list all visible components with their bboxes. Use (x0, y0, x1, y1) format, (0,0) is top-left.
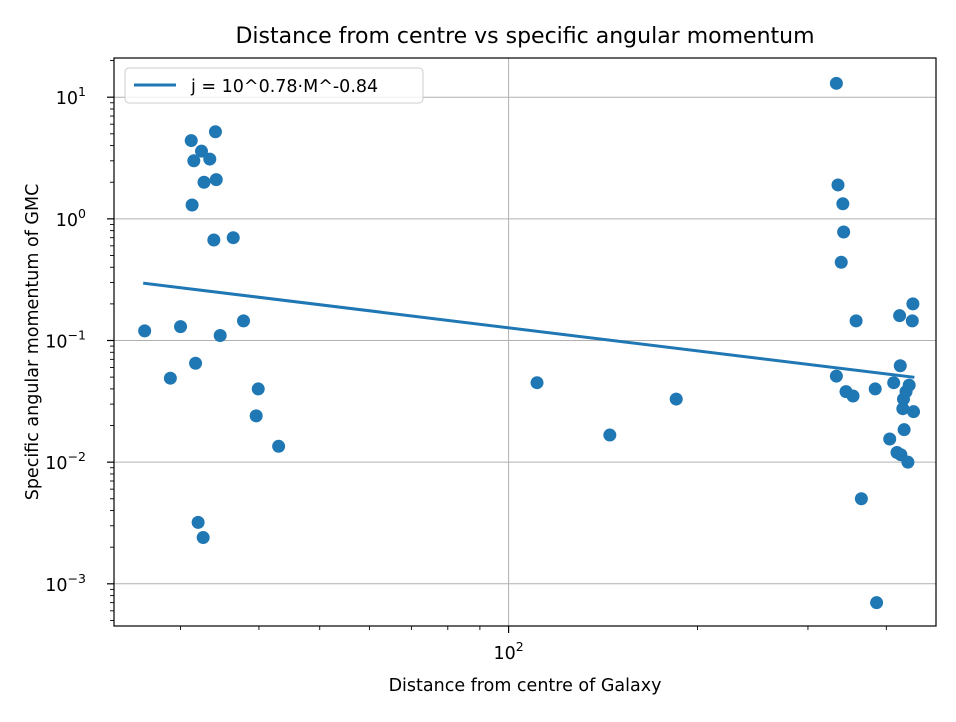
data-point (251, 382, 265, 396)
legend: j = 10^0.78·M^-0.84 (124, 67, 424, 104)
scatter-markers (138, 76, 921, 610)
data-point (174, 320, 188, 334)
y-tick-label: 10−2 (45, 449, 86, 474)
data-point (249, 409, 263, 423)
data-point (829, 76, 843, 90)
data-point (138, 324, 152, 338)
x-axis-ticks: 102 (180, 626, 887, 664)
data-point (846, 389, 860, 403)
data-point (837, 225, 851, 239)
y-axis-ticks: 10−3 10−2 10−1 100 101 (45, 60, 114, 621)
data-point (237, 314, 251, 328)
y-tick-label: 101 (56, 84, 86, 109)
chart-title: Distance from centre vs specific angular… (235, 24, 814, 49)
data-point (883, 432, 897, 446)
data-point (834, 255, 848, 269)
data-point (208, 125, 222, 139)
data-point (905, 314, 919, 328)
data-point (195, 144, 209, 158)
data-point (897, 423, 911, 437)
data-point (163, 371, 177, 385)
data-point (902, 378, 916, 392)
data-point (185, 198, 199, 212)
data-point (893, 359, 907, 373)
data-point (196, 531, 210, 545)
data-point (901, 455, 915, 469)
data-point (829, 369, 843, 383)
data-point (907, 405, 921, 419)
data-point (184, 134, 198, 148)
plot-frame (113, 57, 937, 627)
data-point (213, 328, 227, 342)
data-point (854, 492, 868, 506)
fit-line-layer (142, 281, 915, 379)
data-point (669, 392, 683, 406)
data-point (836, 197, 850, 211)
data-point (870, 596, 884, 610)
y-tick-label: 10−3 (45, 571, 86, 596)
data-point (893, 309, 907, 323)
data-point (189, 356, 203, 370)
data-point (226, 231, 240, 245)
data-point (209, 173, 223, 187)
data-point (191, 515, 205, 529)
legend-label: j = 10^0.78·M^-0.84 (190, 77, 378, 97)
data-point (896, 402, 910, 416)
grid-lines (114, 58, 936, 626)
data-point (831, 178, 845, 192)
legend-box (124, 67, 424, 104)
y-axis-label: Specific angular momentum of GMC (23, 184, 43, 501)
data-point (203, 152, 217, 166)
x-axis-label: Distance from centre of Galaxy (389, 676, 662, 696)
data-point (530, 376, 544, 390)
data-point (887, 376, 901, 390)
x-tick-label: 102 (493, 639, 523, 664)
data-point (868, 382, 882, 396)
data-point (207, 233, 221, 247)
data-point (187, 154, 201, 168)
data-point (603, 428, 617, 442)
y-tick-label: 100 (56, 206, 86, 231)
data-point (849, 314, 863, 328)
plot-area (114, 58, 936, 626)
data-point (906, 297, 920, 311)
data-point (272, 439, 286, 453)
data-point (197, 175, 211, 189)
fit-line (142, 281, 915, 379)
y-tick-label: 10−1 (45, 328, 86, 353)
